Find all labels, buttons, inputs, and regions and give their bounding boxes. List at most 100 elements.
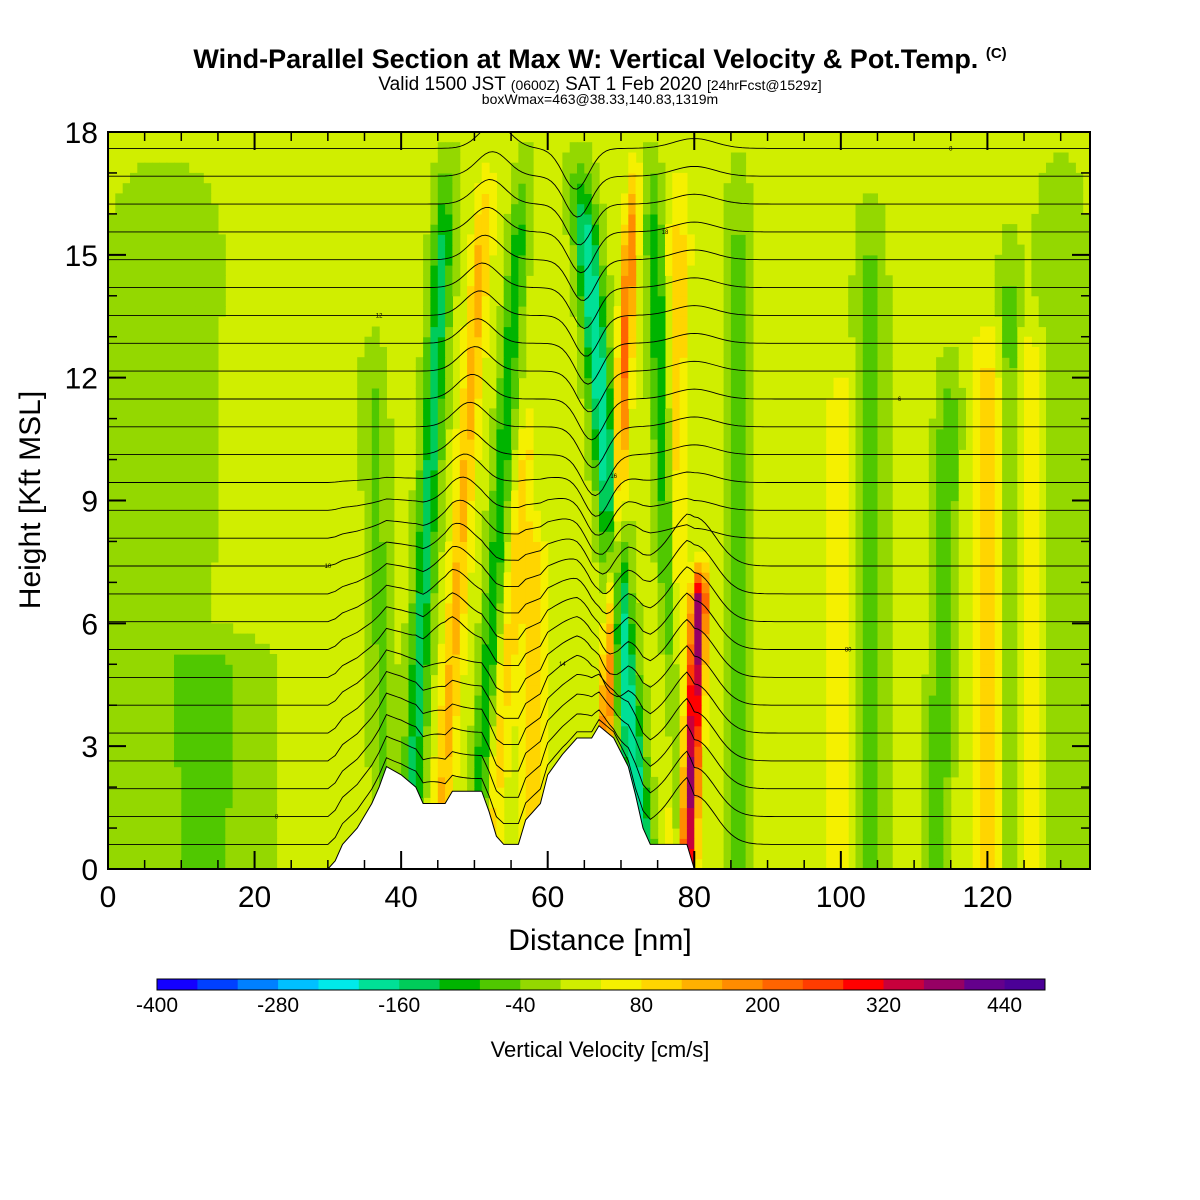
velocity-cell bbox=[1002, 858, 1010, 869]
velocity-cell bbox=[159, 664, 168, 676]
velocity-cell bbox=[1002, 582, 1010, 594]
velocity-cell bbox=[137, 224, 146, 235]
velocity-cell bbox=[540, 654, 549, 665]
velocity-cell bbox=[232, 776, 241, 788]
velocity-cell bbox=[122, 244, 131, 256]
velocity-cell bbox=[379, 572, 387, 583]
velocity-cell bbox=[144, 541, 153, 553]
velocity-cell bbox=[144, 183, 153, 194]
velocity-cell bbox=[943, 776, 952, 788]
velocity-cell bbox=[408, 592, 417, 604]
velocity-cell bbox=[980, 797, 988, 809]
velocity-cell bbox=[650, 807, 659, 819]
velocity-cell bbox=[152, 254, 160, 266]
velocity-cell bbox=[152, 828, 160, 839]
velocity-cell bbox=[987, 633, 996, 645]
velocity-cell bbox=[987, 787, 996, 798]
velocity-cell bbox=[686, 838, 695, 850]
velocity-cell bbox=[452, 500, 461, 512]
velocity-cell bbox=[423, 613, 431, 624]
velocity-cell bbox=[459, 336, 468, 348]
velocity-cell bbox=[665, 684, 673, 696]
velocity-cell bbox=[1024, 756, 1032, 768]
velocity-cell bbox=[122, 715, 131, 727]
chart-boxwmax: boxWmax=463@38.33,140.83,1319m bbox=[481, 91, 719, 107]
velocity-cell bbox=[921, 838, 930, 850]
velocity-cell bbox=[679, 418, 688, 430]
velocity-cell bbox=[195, 582, 204, 594]
velocity-cell bbox=[1075, 787, 1084, 798]
velocity-cell bbox=[613, 643, 622, 655]
velocity-cell bbox=[1075, 295, 1084, 307]
velocity-cell bbox=[855, 306, 864, 317]
velocity-cell bbox=[591, 408, 600, 420]
velocity-cell bbox=[130, 602, 138, 614]
velocity-cell bbox=[884, 541, 893, 553]
velocity-cell bbox=[950, 613, 959, 624]
velocity-cell bbox=[217, 674, 226, 686]
velocity-cell bbox=[496, 541, 505, 553]
velocity-cell bbox=[1024, 664, 1032, 676]
velocity-cell bbox=[972, 336, 981, 348]
velocity-cell bbox=[569, 224, 578, 235]
velocity-cell bbox=[1053, 674, 1062, 686]
velocity-cell bbox=[1046, 735, 1054, 747]
velocity-cell bbox=[518, 746, 527, 757]
velocity-cell bbox=[137, 306, 146, 317]
velocity-cell bbox=[745, 285, 754, 297]
velocity-cell bbox=[195, 756, 204, 768]
velocity-cell bbox=[474, 234, 483, 246]
velocity-cell bbox=[122, 254, 131, 266]
velocity-cell bbox=[122, 817, 131, 829]
velocity-cell bbox=[994, 387, 1003, 399]
velocity-cell bbox=[862, 490, 871, 502]
velocity-cell bbox=[137, 623, 146, 635]
velocity-cell bbox=[489, 490, 497, 502]
velocity-cell bbox=[694, 654, 703, 665]
velocity-cell bbox=[115, 265, 124, 276]
velocity-cell bbox=[533, 521, 541, 532]
velocity-cell bbox=[701, 705, 710, 716]
velocity-cell bbox=[269, 838, 278, 850]
velocity-cell bbox=[174, 418, 182, 430]
velocity-cell bbox=[943, 561, 952, 573]
velocity-cell bbox=[430, 224, 439, 235]
velocity-cell bbox=[738, 510, 747, 522]
velocity-cell bbox=[738, 582, 747, 594]
velocity-cell bbox=[166, 459, 175, 471]
velocity-cell bbox=[174, 265, 182, 276]
velocity-cell bbox=[870, 234, 878, 246]
velocity-cell bbox=[994, 541, 1003, 553]
velocity-cell bbox=[679, 367, 688, 379]
velocity-cell bbox=[577, 275, 585, 287]
velocity-cell bbox=[533, 643, 541, 655]
velocity-cell bbox=[203, 756, 212, 768]
velocity-cell bbox=[364, 561, 373, 573]
velocity-cell bbox=[672, 541, 681, 553]
velocity-cell bbox=[1060, 398, 1069, 409]
velocity-cell bbox=[152, 357, 160, 368]
velocity-cell bbox=[599, 664, 607, 676]
velocity-cell bbox=[679, 705, 688, 716]
velocity-cell bbox=[855, 428, 864, 440]
velocity-cell bbox=[1068, 674, 1076, 686]
velocity-cell bbox=[745, 817, 754, 829]
velocity-cell bbox=[1075, 336, 1084, 348]
velocity-cell bbox=[862, 418, 871, 430]
velocity-cell bbox=[1046, 828, 1054, 839]
velocity-cell bbox=[459, 531, 468, 542]
velocity-cell bbox=[1068, 746, 1076, 757]
velocity-cell bbox=[188, 572, 197, 583]
velocity-cell bbox=[503, 449, 512, 461]
velocity-cell bbox=[159, 377, 168, 389]
velocity-cell bbox=[379, 602, 387, 614]
velocity-cell bbox=[181, 213, 190, 225]
velocity-cell bbox=[371, 695, 380, 706]
velocity-cell bbox=[679, 787, 688, 798]
velocity-cell bbox=[467, 746, 475, 757]
velocity-cell bbox=[987, 490, 996, 502]
velocity-cell bbox=[738, 398, 747, 409]
velocity-cell bbox=[137, 766, 146, 778]
velocity-cell bbox=[379, 398, 387, 409]
velocity-cell bbox=[650, 306, 659, 317]
